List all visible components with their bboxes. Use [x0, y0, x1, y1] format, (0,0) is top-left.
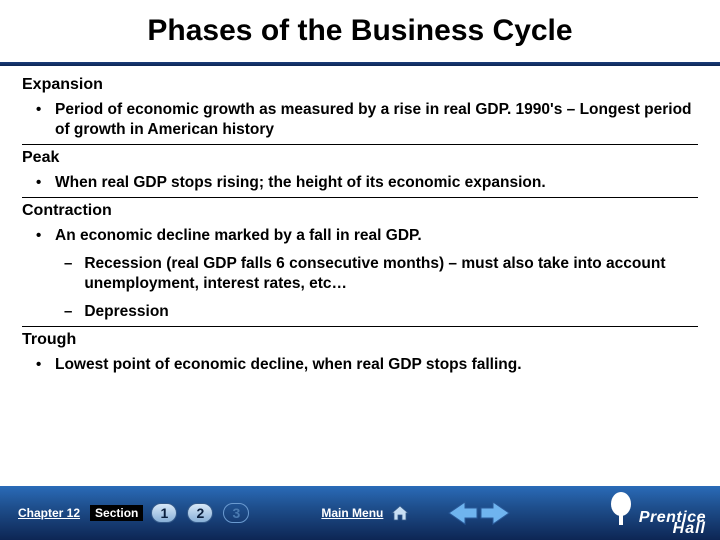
sub-bullet-depression: – Depression: [64, 302, 698, 322]
main-menu-link[interactable]: Main Menu: [321, 506, 383, 520]
bullet-text: When real GDP stops rising; the height o…: [55, 173, 546, 193]
bullet-text: An economic decline marked by a fall in …: [55, 226, 422, 246]
bullet-text: Lowest point of economic decline, when r…: [55, 355, 522, 375]
bullet-marker: •: [36, 355, 41, 375]
heading-peak: Peak: [22, 149, 698, 167]
section-num-2[interactable]: 2: [187, 503, 213, 523]
sub-bullet-recession: – Recession (real GDP falls 6 consecutiv…: [64, 254, 698, 294]
sub-bullet-text: Recession (real GDP falls 6 consecutive …: [84, 254, 698, 294]
bullet-marker: •: [36, 173, 41, 193]
divider: [22, 197, 698, 198]
prev-arrow-icon[interactable]: [447, 499, 479, 527]
sub-bullet-marker: –: [64, 254, 72, 274]
sub-bullet-marker: –: [64, 302, 72, 322]
bullet-marker: •: [36, 226, 41, 246]
bullet-peak: • When real GDP stops rising; the height…: [36, 173, 698, 193]
footer-bar: Chapter 12 Section 1 2 3 Main Menu Prent…: [0, 486, 720, 540]
publisher-logo: Prentice Hall: [639, 512, 706, 534]
section-label: Section: [90, 505, 143, 521]
section-num-3[interactable]: 3: [223, 503, 249, 523]
chapter-link[interactable]: Chapter 12: [18, 506, 80, 520]
sub-bullet-text: Depression: [84, 302, 168, 322]
bullet-contraction: • An economic decline marked by a fall i…: [36, 226, 698, 246]
bullet-trough: • Lowest point of economic decline, when…: [36, 355, 698, 375]
nav-arrows: [447, 499, 511, 527]
content-area: Expansion • Period of economic growth as…: [0, 66, 720, 375]
next-arrow-icon[interactable]: [479, 499, 511, 527]
heading-contraction: Contraction: [22, 202, 698, 220]
title-area: Phases of the Business Cycle: [0, 0, 720, 62]
heading-trough: Trough: [22, 331, 698, 349]
heading-expansion: Expansion: [22, 76, 698, 94]
bullet-text: Period of economic growth as measured by…: [55, 100, 698, 140]
logo-tree-icon: [610, 491, 632, 530]
divider: [22, 144, 698, 145]
bullet-expansion: • Period of economic growth as measured …: [36, 100, 698, 140]
divider: [22, 326, 698, 327]
section-num-1[interactable]: 1: [151, 503, 177, 523]
home-icon[interactable]: [391, 505, 409, 521]
slide-title: Phases of the Business Cycle: [147, 14, 572, 48]
bullet-marker: •: [36, 100, 41, 120]
